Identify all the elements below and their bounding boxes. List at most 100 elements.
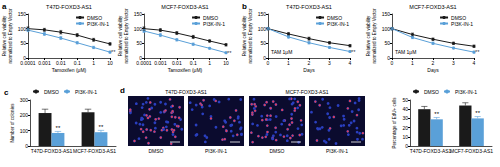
svg-text:0.01: 0.01 xyxy=(172,60,182,66)
svg-text:0.1: 0.1 xyxy=(190,60,197,66)
svg-text:50: 50 xyxy=(260,40,266,46)
svg-text:PI3K-IN-1: PI3K-IN-1 xyxy=(451,21,473,27)
svg-text:MCF7-FOXD3-AS1: MCF7-FOXD3-AS1 xyxy=(450,148,493,154)
svg-text:TAM 1μM: TAM 1μM xyxy=(271,49,292,55)
svg-text:2: 2 xyxy=(432,60,435,66)
svg-text:**: ** xyxy=(99,124,104,130)
svg-text:2: 2 xyxy=(308,60,311,66)
svg-text:DMSO: DMSO xyxy=(424,89,439,95)
svg-text:0: 0 xyxy=(391,60,394,66)
svg-text:TAM 1μM: TAM 1μM xyxy=(395,49,416,55)
svg-text:300: 300 xyxy=(20,97,29,103)
svg-text:0: 0 xyxy=(405,143,408,149)
svg-text:4: 4 xyxy=(473,60,476,66)
svg-text:MCF7-FOXD3-AS1: MCF7-FOXD3-AS1 xyxy=(409,4,456,10)
svg-text:MCF7-FOXD3-AS1: MCF7-FOXD3-AS1 xyxy=(73,148,116,154)
svg-text:**: ** xyxy=(351,49,356,55)
svg-text:50: 50 xyxy=(20,40,26,46)
svg-text:c: c xyxy=(4,88,9,97)
svg-text:0: 0 xyxy=(139,55,142,61)
svg-text:Relative cell viability: Relative cell viability xyxy=(118,15,123,56)
svg-text:0: 0 xyxy=(25,143,28,149)
svg-text:50: 50 xyxy=(384,40,390,46)
svg-text:**: ** xyxy=(475,49,480,55)
svg-text:T47D-FOXD3-AS1: T47D-FOXD3-AS1 xyxy=(286,4,332,10)
svg-text:Relative cell viability: Relative cell viability xyxy=(366,15,371,56)
svg-text:30: 30 xyxy=(402,115,408,121)
svg-text:1: 1 xyxy=(287,60,290,66)
svg-text:PI3K-IN-1: PI3K-IN-1 xyxy=(327,21,349,27)
svg-text:normalized to Empty Vector: normalized to Empty Vector xyxy=(124,8,129,64)
svg-text:DMSO: DMSO xyxy=(149,148,164,154)
svg-text:d: d xyxy=(120,86,125,95)
svg-text:MCF7-FOXD3-AS1: MCF7-FOXD3-AS1 xyxy=(285,89,328,95)
svg-text:normalized to Empty Vector: normalized to Empty Vector xyxy=(8,8,13,64)
svg-text:Relative cell viability: Relative cell viability xyxy=(2,15,7,56)
svg-text:1: 1 xyxy=(92,60,95,66)
svg-text:T47D-FOXD3-AS1: T47D-FOXD3-AS1 xyxy=(410,148,452,154)
svg-text:PI3K-IN-1: PI3K-IN-1 xyxy=(455,89,477,95)
svg-text:normalized to Empty Vector: normalized to Empty Vector xyxy=(248,8,253,64)
svg-text:normalized to Empty Vector: normalized to Empty Vector xyxy=(372,8,377,64)
svg-text:100: 100 xyxy=(20,128,29,134)
svg-text:**: ** xyxy=(434,111,439,117)
svg-text:40: 40 xyxy=(402,106,408,112)
svg-text:150: 150 xyxy=(382,11,391,17)
svg-text:10: 10 xyxy=(107,60,113,66)
svg-text:1: 1 xyxy=(208,60,211,66)
svg-text:0: 0 xyxy=(23,55,26,61)
svg-text:a: a xyxy=(2,2,7,11)
svg-text:**: ** xyxy=(227,50,232,56)
svg-text:10: 10 xyxy=(402,134,408,140)
svg-text:PI3K-IN-1: PI3K-IN-1 xyxy=(75,89,97,95)
svg-text:150: 150 xyxy=(134,11,143,17)
svg-text:0: 0 xyxy=(267,60,270,66)
svg-text:150: 150 xyxy=(258,11,267,17)
svg-text:PI3K-IN-1: PI3K-IN-1 xyxy=(326,148,348,154)
svg-text:**: ** xyxy=(111,49,116,55)
svg-text:**: ** xyxy=(475,110,480,116)
svg-text:Percentage of EdU+ cells: Percentage of EdU+ cells xyxy=(392,97,397,149)
svg-text:150: 150 xyxy=(18,11,27,17)
svg-text:100: 100 xyxy=(18,26,27,32)
svg-text:DMSO: DMSO xyxy=(44,89,59,95)
svg-text:T47D-FOXD3-AS1: T47D-FOXD3-AS1 xyxy=(165,89,207,95)
svg-text:PI3K-IN-1: PI3K-IN-1 xyxy=(87,21,109,27)
svg-text:0.001: 0.001 xyxy=(38,60,51,66)
svg-text:PI3K-IN-1: PI3K-IN-1 xyxy=(203,21,225,27)
svg-text:100: 100 xyxy=(134,26,143,32)
svg-text:**: ** xyxy=(56,125,61,131)
svg-text:DMSO: DMSO xyxy=(270,148,285,154)
svg-text:T47D-FOXD3-AS1: T47D-FOXD3-AS1 xyxy=(31,148,73,154)
svg-text:Relative cell viability: Relative cell viability xyxy=(242,15,247,56)
svg-text:T47D-FOXD3-AS1: T47D-FOXD3-AS1 xyxy=(46,4,92,10)
svg-text:MCF7-FOXD3-AS1: MCF7-FOXD3-AS1 xyxy=(161,4,208,10)
svg-text:Number of colonies: Number of colonies xyxy=(10,103,15,143)
svg-text:0.0001: 0.0001 xyxy=(136,60,152,66)
svg-text:Tamoxifen (μM): Tamoxifen (μM) xyxy=(168,67,203,73)
svg-text:b: b xyxy=(242,2,247,11)
svg-text:3: 3 xyxy=(452,60,455,66)
svg-text:Days: Days xyxy=(303,67,315,73)
svg-text:PI3K-IN-1: PI3K-IN-1 xyxy=(205,148,227,154)
svg-text:20: 20 xyxy=(402,125,408,131)
svg-text:0.0001: 0.0001 xyxy=(20,60,36,66)
svg-text:4: 4 xyxy=(349,60,352,66)
svg-text:200: 200 xyxy=(20,112,29,118)
svg-text:100: 100 xyxy=(382,26,391,32)
svg-text:1: 1 xyxy=(411,60,414,66)
svg-text:Tamoxifen (μM): Tamoxifen (μM) xyxy=(52,67,87,73)
svg-text:50: 50 xyxy=(402,97,408,103)
svg-text:DMSO: DMSO xyxy=(327,14,342,21)
svg-text:Days: Days xyxy=(427,67,439,73)
svg-text:0.001: 0.001 xyxy=(154,60,167,66)
svg-text:DMSO: DMSO xyxy=(203,14,218,21)
svg-text:DMSO: DMSO xyxy=(451,14,466,21)
svg-text:10: 10 xyxy=(223,60,229,66)
svg-text:0.1: 0.1 xyxy=(74,60,81,66)
svg-text:0.01: 0.01 xyxy=(56,60,66,66)
svg-text:100: 100 xyxy=(258,26,267,32)
svg-text:DMSO: DMSO xyxy=(87,14,102,21)
svg-text:50: 50 xyxy=(136,40,142,46)
svg-text:3: 3 xyxy=(328,60,331,66)
